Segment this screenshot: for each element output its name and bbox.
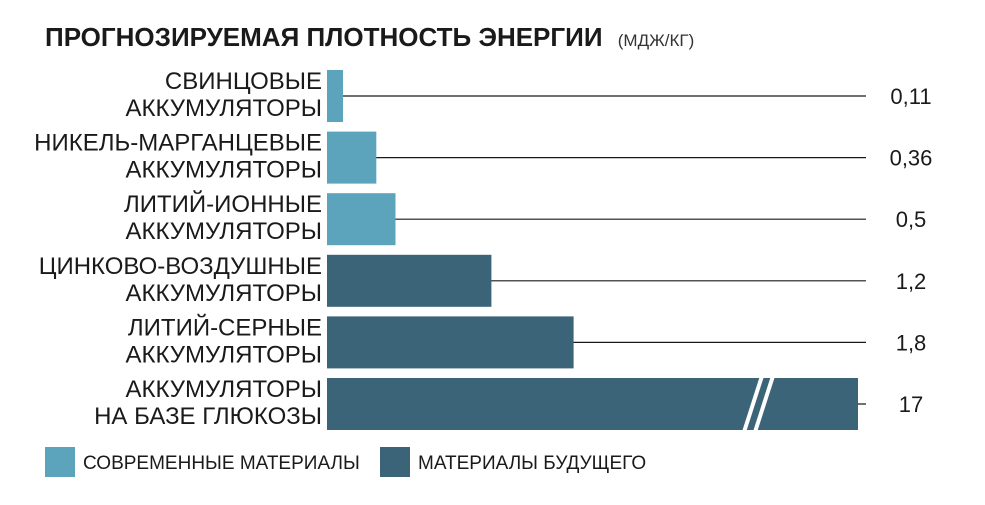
axis-break-mark <box>742 375 764 433</box>
bar <box>327 254 492 307</box>
value-label: 0,11 <box>890 84 931 109</box>
bars-group: СВИНЦОВЫЕ АККУМУЛЯТОРЫ 0,11 НИКЕЛЬ-МАРГАНЦЕ… <box>34 68 933 433</box>
legend-swatch <box>380 447 410 477</box>
value-label: 0,36 <box>890 146 933 171</box>
category-label: ЛИТИЙ-СЕРНЫЕ АККУМУЛЯТОРЫ <box>125 313 322 368</box>
axis-break-mark <box>753 375 775 433</box>
bar <box>327 193 396 246</box>
value-label: 17 <box>899 392 923 417</box>
bar <box>327 70 343 122</box>
category-label: СВИНЦОВЫЕ АККУМУЛЯТОРЫ <box>125 68 322 122</box>
value-label: 0,5 <box>896 207 927 232</box>
bar <box>327 316 574 369</box>
value-label: 1,8 <box>896 330 927 355</box>
legend-label: СОВРЕМЕННЫЕ МАТЕРИАЛЫ <box>83 453 360 474</box>
legend: СОВРЕМЕННЫЕ МАТЕРИАЛЫ МАТЕРИАЛЫ БУДУЩЕГО <box>45 447 646 477</box>
category-label: ЦИНКОВО-ВОЗДУШНЫЕ АККУМУЛЯТОРЫ <box>39 253 322 307</box>
bar <box>327 378 858 430</box>
category-label: НИКЕЛЬ-МАРГАНЦЕВЫЕ АККУМУЛЯТОРЫ <box>34 130 322 184</box>
legend-label: МАТЕРИАЛЫ БУДУЩЕГО <box>418 453 646 474</box>
legend-swatch <box>45 447 75 477</box>
bar <box>327 131 377 184</box>
value-label: 1,2 <box>896 269 927 294</box>
chart-unit: (МДЖ/КГ) <box>618 31 695 50</box>
category-label: АККУМУЛЯТОРЫ НА БАЗЕ ГЛЮКОЗЫ <box>94 376 322 430</box>
chart-title-text: ПРОГНОЗИРУЕМАЯ ПЛОТНОСТЬ ЭНЕРГИИ <box>45 22 603 52</box>
category-label: ЛИТИЙ-ИОННЫЕ АККУМУЛЯТОРЫ <box>124 190 322 245</box>
chart-title: ПРОГНОЗИРУЕМАЯ ПЛОТНОСТЬ ЭНЕРГИИ (МДЖ/КГ… <box>45 22 694 52</box>
